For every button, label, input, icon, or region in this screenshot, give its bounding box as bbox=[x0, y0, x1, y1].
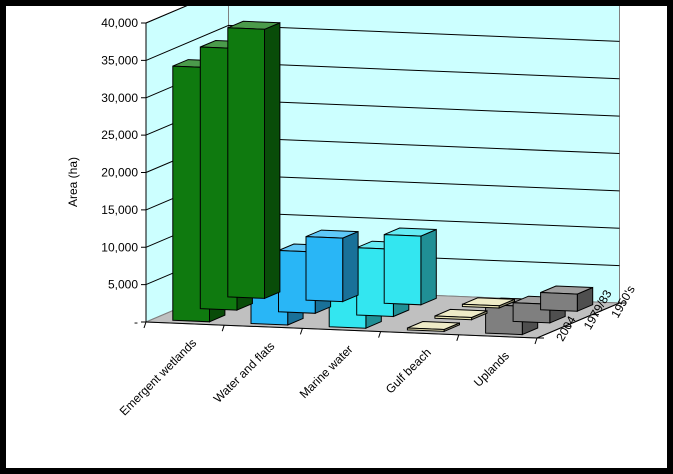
y-tick-label: - bbox=[134, 315, 138, 329]
bar-front bbox=[406, 327, 445, 332]
bar-front bbox=[461, 303, 500, 309]
y-tick-label: 10,000 bbox=[101, 240, 138, 254]
x-tick-mark bbox=[534, 337, 538, 345]
x-category-label: Marine water bbox=[297, 342, 356, 401]
y-tick-label: 15,000 bbox=[101, 203, 138, 217]
x-axis-line bbox=[145, 321, 538, 339]
x-tick-mark bbox=[378, 331, 382, 338]
bar bbox=[383, 227, 437, 306]
y-tick-label: 35,000 bbox=[101, 53, 138, 67]
x-category-label: Water and flats bbox=[211, 339, 278, 406]
gridline bbox=[145, 6, 188, 24]
bar bbox=[227, 20, 281, 300]
bar bbox=[540, 285, 594, 312]
bar-front bbox=[540, 291, 578, 312]
x-tick-mark bbox=[456, 334, 460, 341]
x-category-label: Uplands bbox=[471, 349, 512, 390]
chart-frame: - 5,000 10,000 15,000 20,000 25,000 30,000 35,0… bbox=[6, 6, 667, 468]
x-tick-mark bbox=[143, 321, 147, 329]
gridline bbox=[145, 24, 620, 61]
bar-side bbox=[420, 228, 437, 306]
y-tick-label: 40,000 bbox=[101, 16, 138, 30]
x-tick-mark bbox=[221, 325, 225, 332]
y-tick-label: 5,000 bbox=[108, 278, 138, 292]
bar-side bbox=[264, 22, 281, 300]
bar-side bbox=[342, 230, 359, 303]
bar bbox=[434, 308, 488, 321]
x-category-label: Emergent wetlands bbox=[117, 336, 200, 419]
bar-front bbox=[227, 27, 265, 299]
x-tick-mark bbox=[299, 328, 303, 335]
bar-front bbox=[434, 315, 473, 321]
bar-front bbox=[383, 234, 422, 306]
bar bbox=[305, 229, 359, 303]
y-tick-label: 30,000 bbox=[101, 91, 138, 105]
y-tick-label: 20,000 bbox=[101, 166, 138, 180]
bar-front bbox=[305, 236, 344, 303]
bar-chart-3d: - 5,000 10,000 15,000 20,000 25,000 30,000 35,0… bbox=[66, 6, 638, 419]
y-tick-label: 25,000 bbox=[101, 128, 138, 142]
x-category-label: Gulf beach bbox=[383, 345, 434, 396]
depth-axis-line bbox=[536, 302, 620, 339]
bar bbox=[406, 320, 460, 333]
y-axis-label: Area (ha) bbox=[66, 157, 80, 207]
bar bbox=[461, 297, 515, 309]
